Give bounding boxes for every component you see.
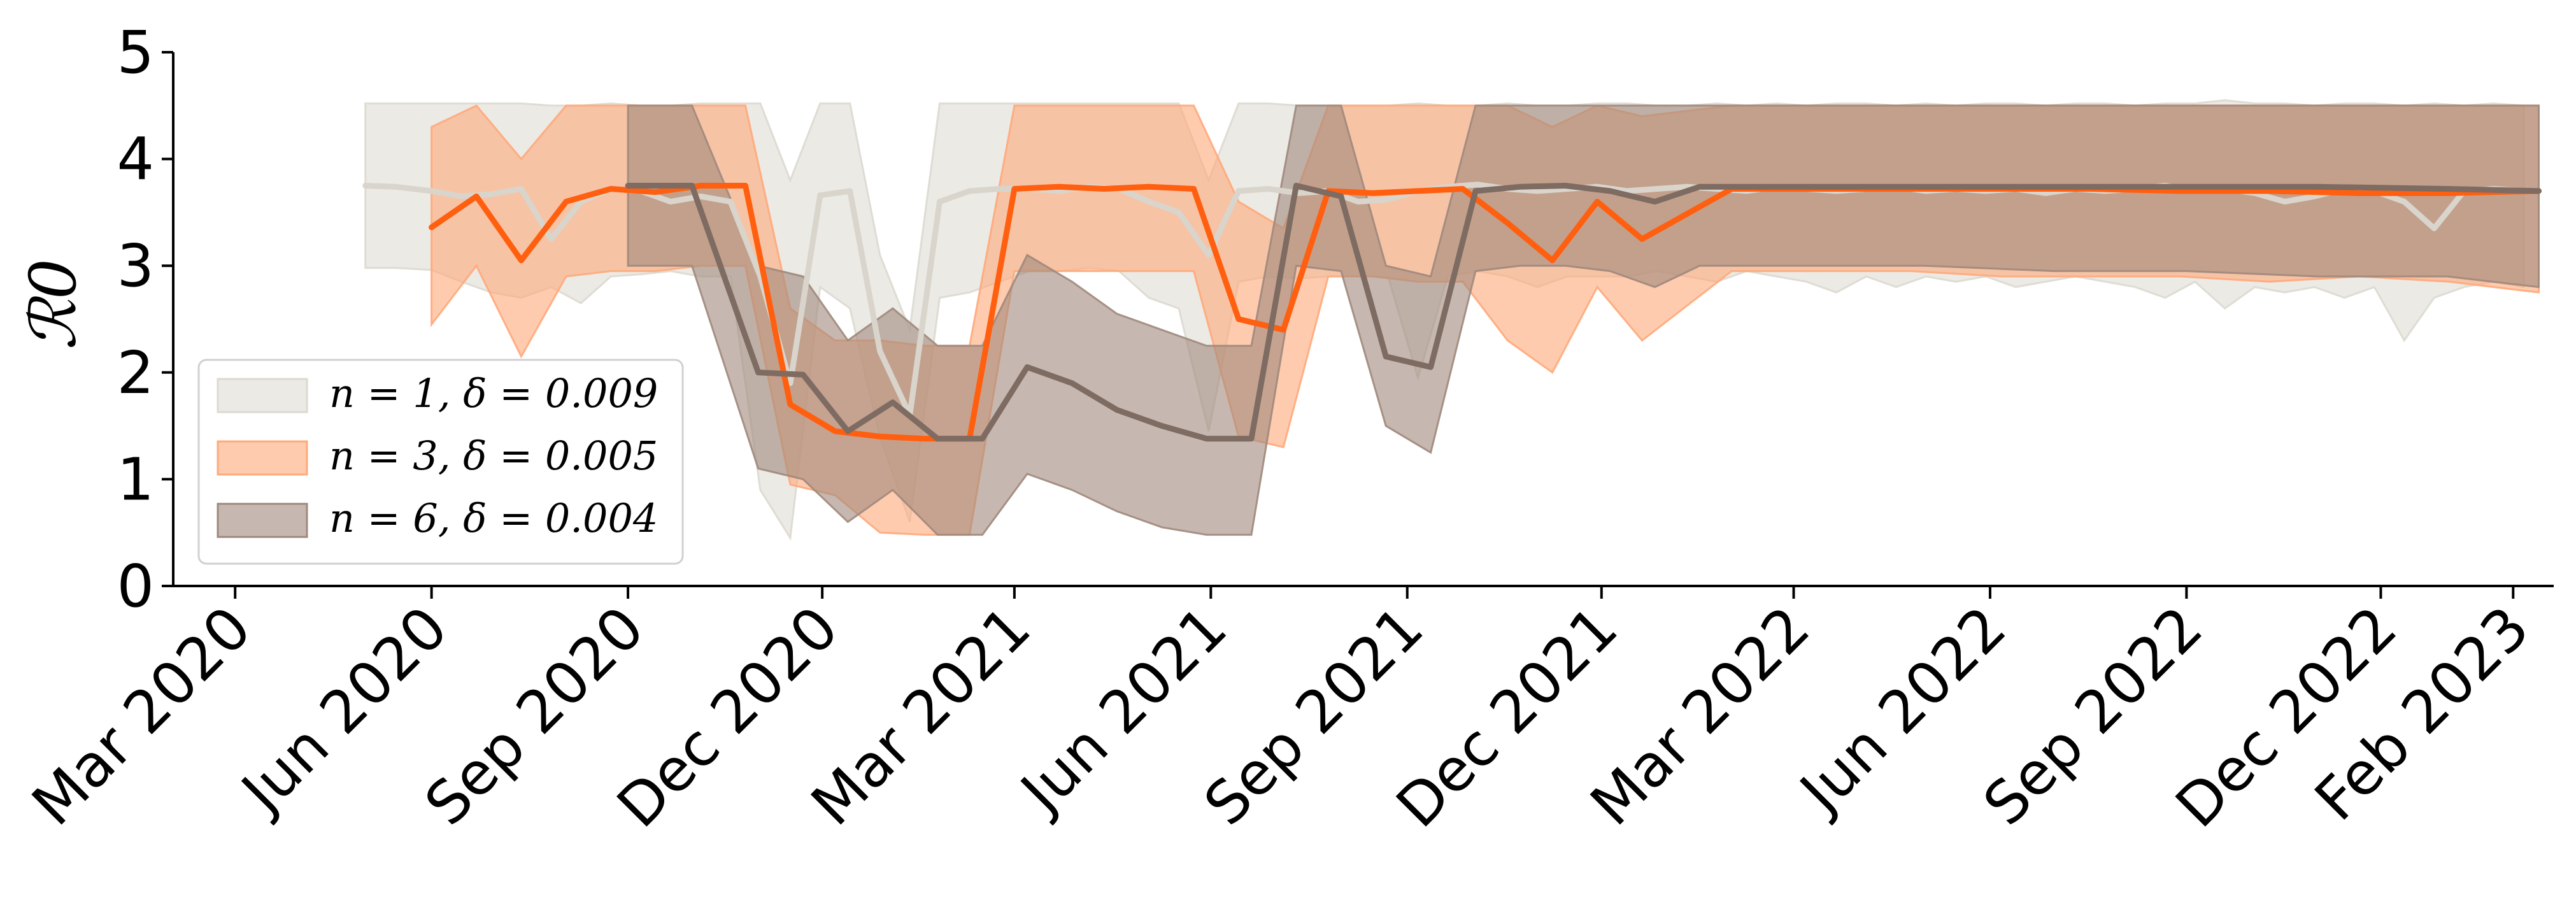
legend-label-1: n = 1, δ = 0.009 <box>329 370 658 417</box>
legend: n = 1, δ = 0.009 n = 3, δ = 0.005 n = 6, δ… <box>197 359 684 565</box>
y-tick-label: 1 <box>117 445 154 513</box>
legend-swatch-1 <box>217 378 308 413</box>
y-tick-label: 0 <box>117 552 154 620</box>
axes <box>172 52 2554 587</box>
confidence-bands <box>364 99 2540 541</box>
y-tick-label: 2 <box>117 339 154 407</box>
y-ticks: 0 1 2 3 4 5 <box>117 18 173 620</box>
legend-swatch-3 <box>217 503 308 538</box>
band-series-3 <box>627 104 2540 536</box>
legend-box <box>197 359 684 565</box>
x-tick-label: Mar 2020 <box>19 594 264 839</box>
line-series-3 <box>625 183 2542 442</box>
y-tick-label: 3 <box>117 232 154 300</box>
y-tick-label: 4 <box>117 125 154 194</box>
legend-label-3: n = 6, δ = 0.004 <box>329 495 658 541</box>
legend-label-2: n = 3, δ = 0.005 <box>329 432 658 479</box>
y-tick-label: 5 <box>117 18 154 87</box>
legend-swatch-2 <box>217 440 308 476</box>
y-axis-label: ℛ0 <box>16 259 90 350</box>
series-lines <box>362 182 2542 442</box>
